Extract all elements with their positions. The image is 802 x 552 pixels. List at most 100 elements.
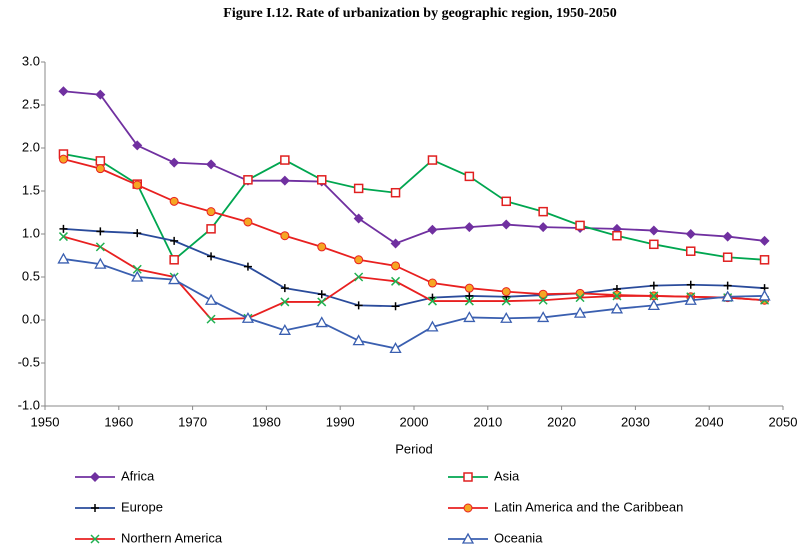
marker (573, 306, 587, 318)
series-line (63, 258, 765, 350)
marker (58, 154, 68, 164)
marker (96, 227, 105, 236)
marker (317, 297, 327, 307)
marker (354, 255, 364, 265)
marker (649, 291, 659, 301)
marker (95, 164, 105, 174)
marker (500, 311, 513, 323)
x-tick-label: 1990 (326, 414, 355, 429)
series-line (63, 227, 765, 308)
marker (538, 289, 548, 299)
marker (721, 290, 734, 302)
marker (206, 314, 216, 324)
marker (722, 252, 733, 262)
series-line (63, 153, 765, 262)
legend-label: Latin America and the Caribbean (494, 499, 683, 514)
marker (575, 293, 585, 303)
marker (612, 230, 622, 241)
marker (353, 213, 364, 224)
marker (575, 288, 585, 298)
marker (390, 238, 401, 249)
series-line (63, 90, 765, 245)
marker (95, 89, 106, 100)
marker (280, 297, 290, 307)
x-tick-label: 1980 (252, 414, 281, 429)
marker (170, 236, 179, 245)
marker (722, 231, 733, 242)
x-tick-label: 2020 (547, 414, 576, 429)
marker (353, 183, 364, 194)
marker (278, 323, 291, 335)
marker (427, 278, 437, 288)
marker (132, 140, 143, 151)
y-tick-label: 1.5 (22, 182, 40, 197)
marker (647, 299, 660, 311)
marker (168, 273, 181, 285)
marker (427, 155, 438, 165)
x-tick-label: 2000 (400, 414, 429, 429)
legend-label: Africa (121, 468, 155, 483)
x-tick-label: 2010 (473, 414, 502, 429)
marker (610, 302, 624, 314)
marker (95, 242, 105, 252)
marker (206, 224, 216, 234)
marker (90, 534, 100, 544)
marker (243, 217, 253, 227)
marker (352, 334, 365, 346)
x-tick-label: 2030 (621, 414, 650, 429)
marker (684, 293, 697, 305)
marker (280, 231, 290, 241)
marker (501, 287, 511, 297)
marker (501, 219, 512, 230)
y-tick-label: 3.0 (22, 53, 40, 68)
marker (391, 276, 401, 286)
marker (465, 291, 474, 300)
marker (94, 257, 107, 269)
legend-label: Asia (494, 468, 520, 483)
y-tick-label: 0.5 (22, 268, 40, 283)
marker (464, 283, 474, 293)
marker (612, 291, 622, 301)
y-tick-label: 0.0 (22, 311, 40, 326)
marker (204, 293, 218, 305)
marker (501, 296, 511, 306)
marker (95, 156, 106, 166)
marker (279, 175, 290, 186)
y-tick-label: -1.0 (18, 397, 40, 412)
marker (759, 235, 770, 246)
marker (280, 284, 289, 293)
marker (243, 262, 252, 271)
marker (758, 289, 771, 301)
marker (58, 86, 69, 97)
marker (206, 159, 217, 170)
x-tick-label: 1970 (178, 414, 207, 429)
marker (206, 207, 216, 217)
marker (759, 255, 770, 265)
marker (169, 157, 180, 168)
marker (426, 320, 439, 332)
x-tick-label: 2040 (695, 414, 724, 429)
y-tick-label: 2.0 (22, 139, 40, 154)
marker (58, 232, 68, 242)
marker (648, 225, 659, 236)
marker (241, 311, 255, 323)
marker (537, 311, 550, 323)
marker (685, 229, 696, 239)
marker (354, 301, 363, 310)
y-tick-label: 2.5 (22, 96, 40, 111)
marker (575, 220, 585, 231)
legend-label: Northern America (121, 530, 223, 545)
marker (389, 342, 402, 354)
marker (538, 222, 549, 233)
marker (391, 261, 401, 271)
legend-label: Oceania (494, 530, 543, 545)
marker (427, 224, 438, 235)
marker (501, 196, 511, 207)
x-tick-label: 2050 (769, 414, 798, 429)
marker (649, 281, 658, 290)
marker (464, 296, 474, 306)
marker (243, 175, 253, 185)
marker (132, 264, 142, 274)
marker (280, 155, 290, 165)
